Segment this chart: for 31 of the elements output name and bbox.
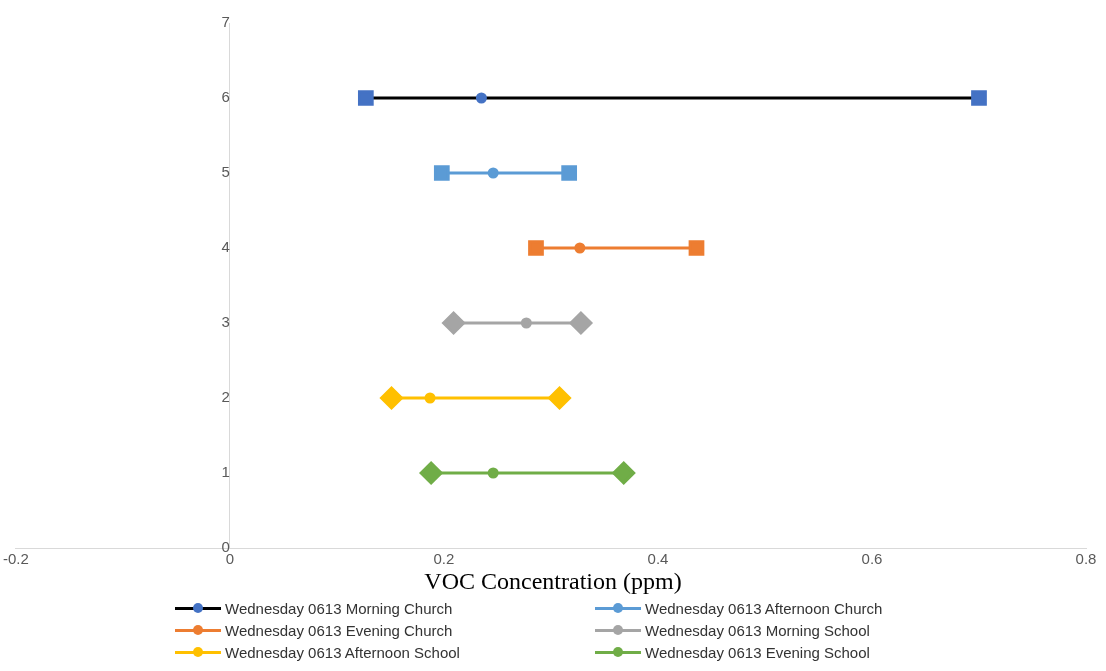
x-tick-label: 0.4 bbox=[647, 550, 669, 568]
x-tick-label: -0.2 bbox=[2, 550, 29, 568]
point bbox=[569, 311, 593, 335]
point bbox=[561, 165, 578, 181]
x-tick-label: 0.2 bbox=[433, 550, 455, 568]
y-tick-label: 3 bbox=[221, 313, 230, 331]
y-tick-label: 2 bbox=[221, 388, 230, 406]
point bbox=[419, 461, 443, 485]
point bbox=[548, 386, 572, 410]
legend-label: Wednesday 0613 Morning Church bbox=[225, 599, 453, 617]
point bbox=[357, 90, 374, 106]
point bbox=[971, 90, 987, 106]
x-tick-label: 0.6 bbox=[861, 550, 883, 568]
y-tick-label: 7 bbox=[221, 13, 230, 31]
y-tick-label: 1 bbox=[221, 463, 230, 481]
y-tick-label: 6 bbox=[221, 88, 230, 106]
legend-label: Wednesday 0613 Morning School bbox=[645, 621, 870, 639]
point bbox=[442, 311, 466, 335]
legend-label: Wednesday 0613 Evening Church bbox=[225, 621, 453, 639]
point bbox=[688, 240, 705, 256]
legend-label: Wednesday 0613 Afternoon Church bbox=[645, 599, 883, 617]
legend-label: Wednesday 0613 Afternoon School bbox=[225, 643, 460, 661]
point bbox=[612, 461, 636, 485]
x-axis-title: VOC Concentration (ppm) bbox=[423, 568, 683, 595]
y-tick-label: 4 bbox=[221, 238, 230, 256]
legend-label: Wednesday 0613 Evening School bbox=[645, 643, 870, 661]
y-tick-label: 5 bbox=[221, 163, 230, 181]
point bbox=[380, 386, 404, 410]
point bbox=[433, 165, 450, 181]
x-tick-label: 0.8 bbox=[1075, 550, 1097, 568]
point bbox=[528, 240, 544, 256]
